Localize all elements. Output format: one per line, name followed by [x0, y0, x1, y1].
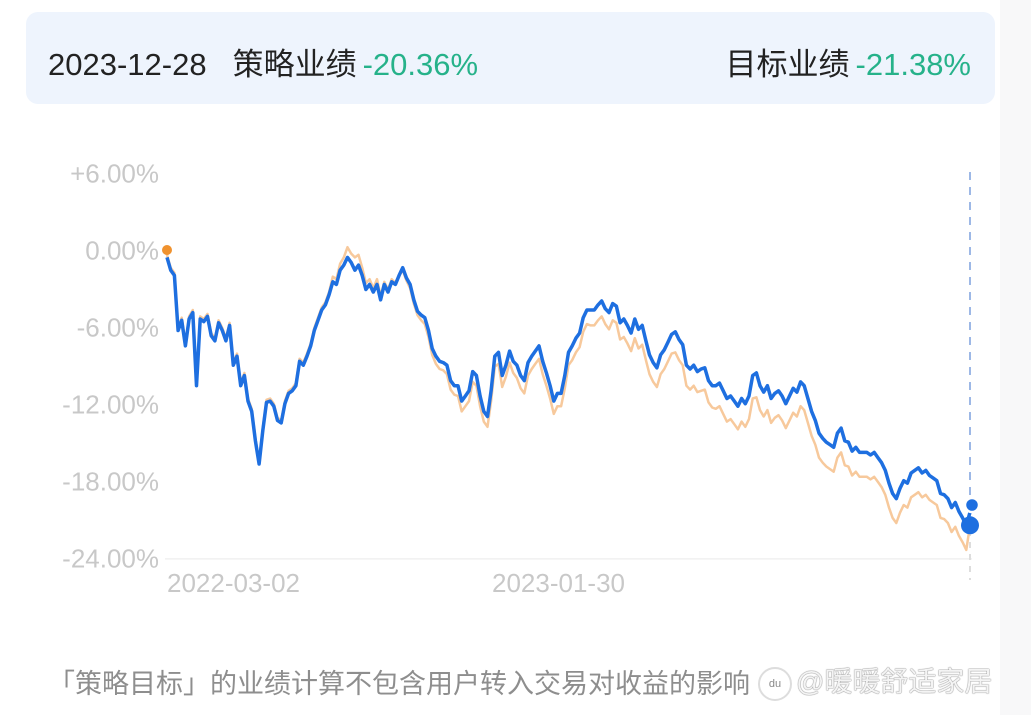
strategy-performance-line — [165, 255, 972, 528]
start-point-marker — [162, 245, 172, 255]
y-tick-label: -24.00% — [62, 543, 159, 574]
y-tick-label: +6.00% — [70, 158, 159, 189]
target-label: 目标业绩 — [725, 47, 850, 82]
y-tick-label: 0.00% — [85, 235, 159, 266]
strategy-end-marker[interactable] — [963, 496, 981, 514]
target-value: -21.38% — [855, 47, 971, 82]
x-tick-label: 2022-03-02 — [167, 568, 300, 598]
watermark-logo-icon: du — [758, 666, 792, 701]
performance-summary-card: 2023-12-28 策略业绩 -20.36% 目标业绩 -21.38% — [26, 12, 995, 104]
watermark-text: @暖暖舒适家居 — [796, 666, 993, 697]
x-tick-label: 2023-01-30 — [492, 568, 625, 598]
strategy-label: 策略业绩 — [232, 47, 357, 82]
y-tick-label: -18.00% — [62, 466, 159, 497]
strategy-value: -20.36% — [362, 47, 479, 82]
y-tick-label: -12.00% — [62, 389, 159, 420]
watermark: du @暖暖舒适家居 — [758, 660, 992, 701]
right-edge-panel — [1000, 0, 1031, 715]
y-tick-label: -6.00% — [76, 312, 159, 343]
chart-canvas[interactable] — [0, 0, 1031, 640]
footnote-disclaimer: 「策略目标」的业绩计算不包含用户转入交易对收益的影响 — [48, 669, 750, 699]
performance-line-chart[interactable]: +6.00% 0.00% -6.00% -12.00% -18.00% -24.00% 2… — [0, 0, 1031, 640]
strategy-summary: 2023-12-28 策略业绩 -20.36% — [48, 39, 478, 84]
target-end-marker — [961, 516, 979, 535]
selected-date: 2023-12-28 — [48, 47, 207, 82]
target-summary: 目标业绩 -21.38% — [726, 39, 971, 84]
